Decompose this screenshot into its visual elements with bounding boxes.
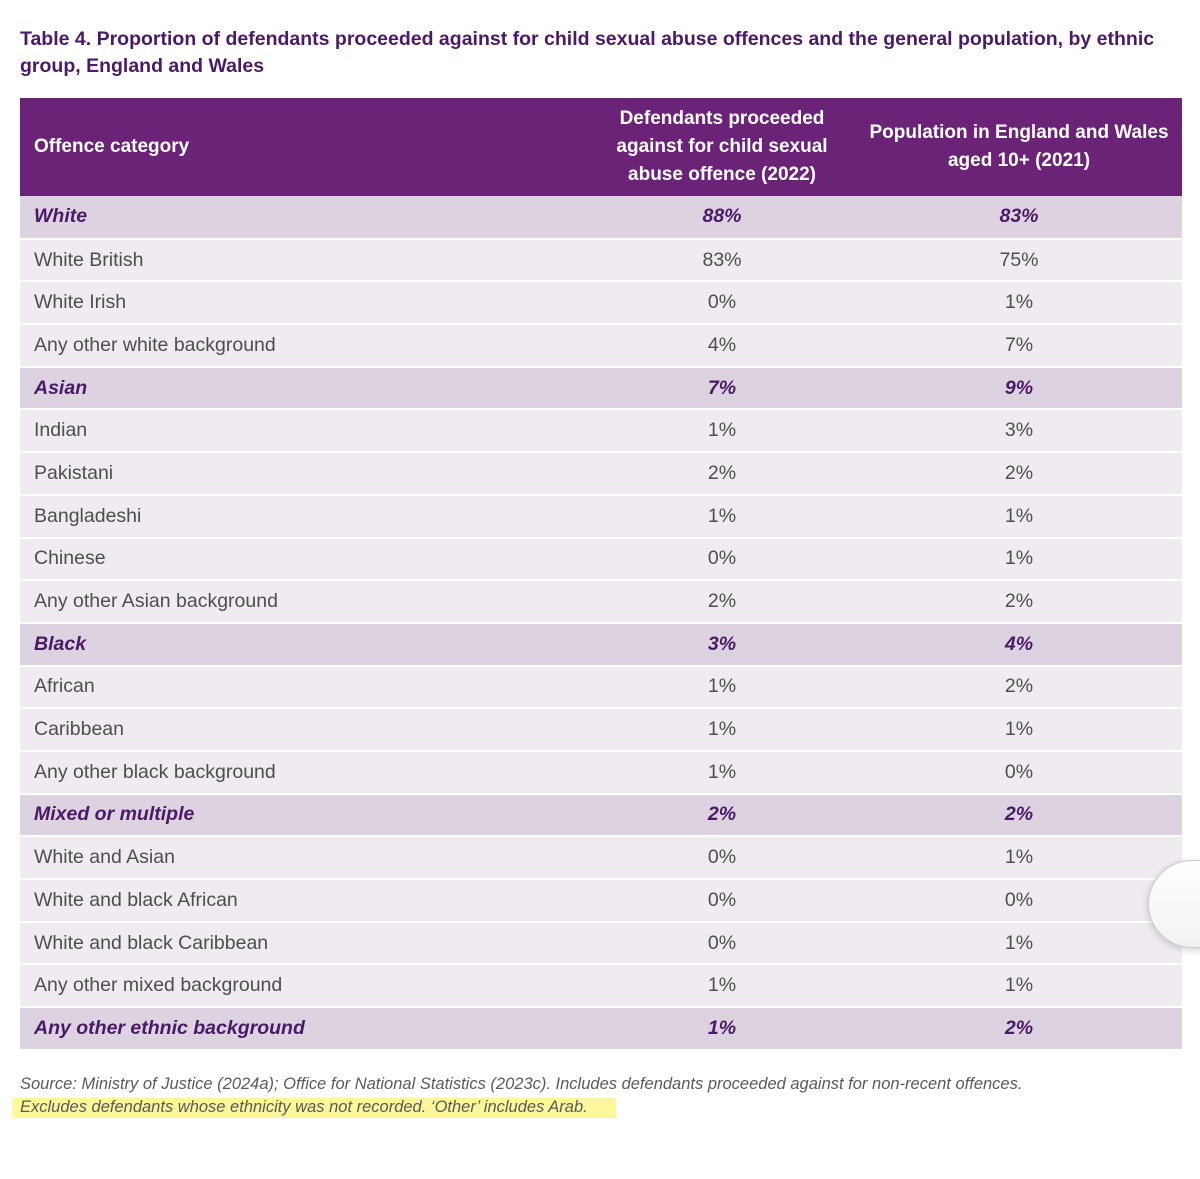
table-row: Pakistani 2% 2% [20,452,1182,496]
row-defendants-value: 4% [588,324,856,368]
row-defendants-value: 0% [588,537,856,582]
row-defendants-value: 1% [588,750,856,795]
row-category: Pakistani [20,452,588,496]
row-defendants-value: 1% [588,409,856,454]
row-category: White and black African [20,879,588,923]
row-population-value: 1% [856,836,1182,880]
row-defendants-value: 1% [588,1006,856,1051]
table-row: Bangladeshi 1% 1% [20,494,1182,539]
row-defendants-value: 3% [588,621,856,667]
row-category: Any other ethnic background [20,1006,588,1051]
row-category: Bangladeshi [20,494,588,539]
row-category: Asian [20,365,588,411]
row-category: White [20,196,588,240]
row-defendants-value: 2% [588,792,856,838]
row-defendants-value: 1% [588,964,856,1009]
row-category: Black [20,621,588,667]
header-offence-category: Offence category [34,136,190,157]
row-defendants-value: 2% [588,580,856,624]
row-population-value: 3% [856,409,1182,454]
row-population-value: 0% [856,879,1182,923]
row-defendants-value: 2% [588,452,856,496]
table-row-group: Mixed or multiple 2% 2% [20,792,1182,838]
source-note: Source: Ministry of Justice (2024a); Off… [20,1073,1190,1119]
row-population-value: 9% [856,365,1182,411]
table-row-group: White 88% 83% [20,196,1182,240]
row-population-value: 1% [856,921,1182,966]
table-title: Table 4. Proportion of defendants procee… [20,28,1155,77]
row-defendants-value: 1% [588,665,856,710]
row-population-value: 75% [856,238,1182,283]
row-category: Chinese [20,537,588,582]
row-defendants-value: 83% [588,238,856,283]
row-category: Caribbean [20,708,588,752]
row-category: Indian [20,409,588,454]
row-defendants-value: 0% [588,281,856,326]
table-row: Any other Asian background 2% 2% [20,580,1182,624]
table-row: African 1% 2% [20,665,1182,710]
row-population-value: 1% [856,281,1182,326]
row-population-value: 1% [856,537,1182,582]
source-note-highlighted: Excludes defendants whose ethnicity was … [20,1098,616,1118]
row-population-value: 0% [856,750,1182,795]
row-population-value: 2% [856,792,1182,838]
row-category: Any other black background [20,750,588,795]
row-category: Any other mixed background [20,964,588,1009]
row-defendants-value: 0% [588,921,856,966]
row-population-value: 7% [856,324,1182,368]
row-population-value: 2% [856,665,1182,710]
row-population-value: 83% [856,196,1182,240]
row-defendants-value: 7% [588,365,856,411]
table-row: Chinese 0% 1% [20,537,1182,582]
table-row-group: Asian 7% 9% [20,365,1182,411]
row-category: White Irish [20,281,588,326]
row-population-value: 2% [856,580,1182,624]
row-population-value: 1% [856,494,1182,539]
row-category: Any other Asian background [20,580,588,624]
ethnicity-table: Offence category Defendants proceeded ag… [20,98,1182,1051]
table-row: Indian 1% 3% [20,409,1182,454]
table-row: Any other white background 4% 7% [20,324,1182,368]
row-defendants-value: 0% [588,836,856,880]
row-population-value: 2% [856,1006,1182,1051]
row-category: White and Asian [20,836,588,880]
row-population-value: 1% [856,964,1182,1009]
row-category: African [20,665,588,710]
table-header-row: Offence category Defendants proceeded ag… [20,98,1182,196]
table-row: White Irish 0% 1% [20,281,1182,326]
row-defendants-value: 0% [588,879,856,923]
row-category: White British [20,238,588,283]
table-row: White and Asian 0% 1% [20,836,1182,880]
table-row: Any other black background 1% 0% [20,750,1182,795]
row-category: Any other white background [20,324,588,368]
row-defendants-value: 1% [588,494,856,539]
row-defendants-value: 88% [588,196,856,240]
row-population-value: 2% [856,452,1182,496]
table-row-group: Any other ethnic background 1% 2% [20,1006,1182,1051]
table-row: Any other mixed background 1% 1% [20,964,1182,1009]
row-category: Mixed or multiple [20,792,588,838]
header-defendants: Defendants proceeded against for child s… [616,108,828,185]
row-category: White and black Caribbean [20,921,588,966]
header-population: Population in England and Wales aged 10+… [869,122,1169,171]
source-note-line1: Source: Ministry of Justice (2024a); Off… [20,1075,1023,1093]
row-defendants-value: 1% [588,708,856,752]
table-row: White British 83% 75% [20,238,1182,283]
table-row-group: Black 3% 4% [20,621,1182,667]
table-row: White and black Caribbean 0% 1% [20,921,1182,966]
table-row: White and black African 0% 0% [20,879,1182,923]
row-population-value: 1% [856,708,1182,752]
table-row: Caribbean 1% 1% [20,708,1182,752]
row-population-value: 4% [856,621,1182,667]
